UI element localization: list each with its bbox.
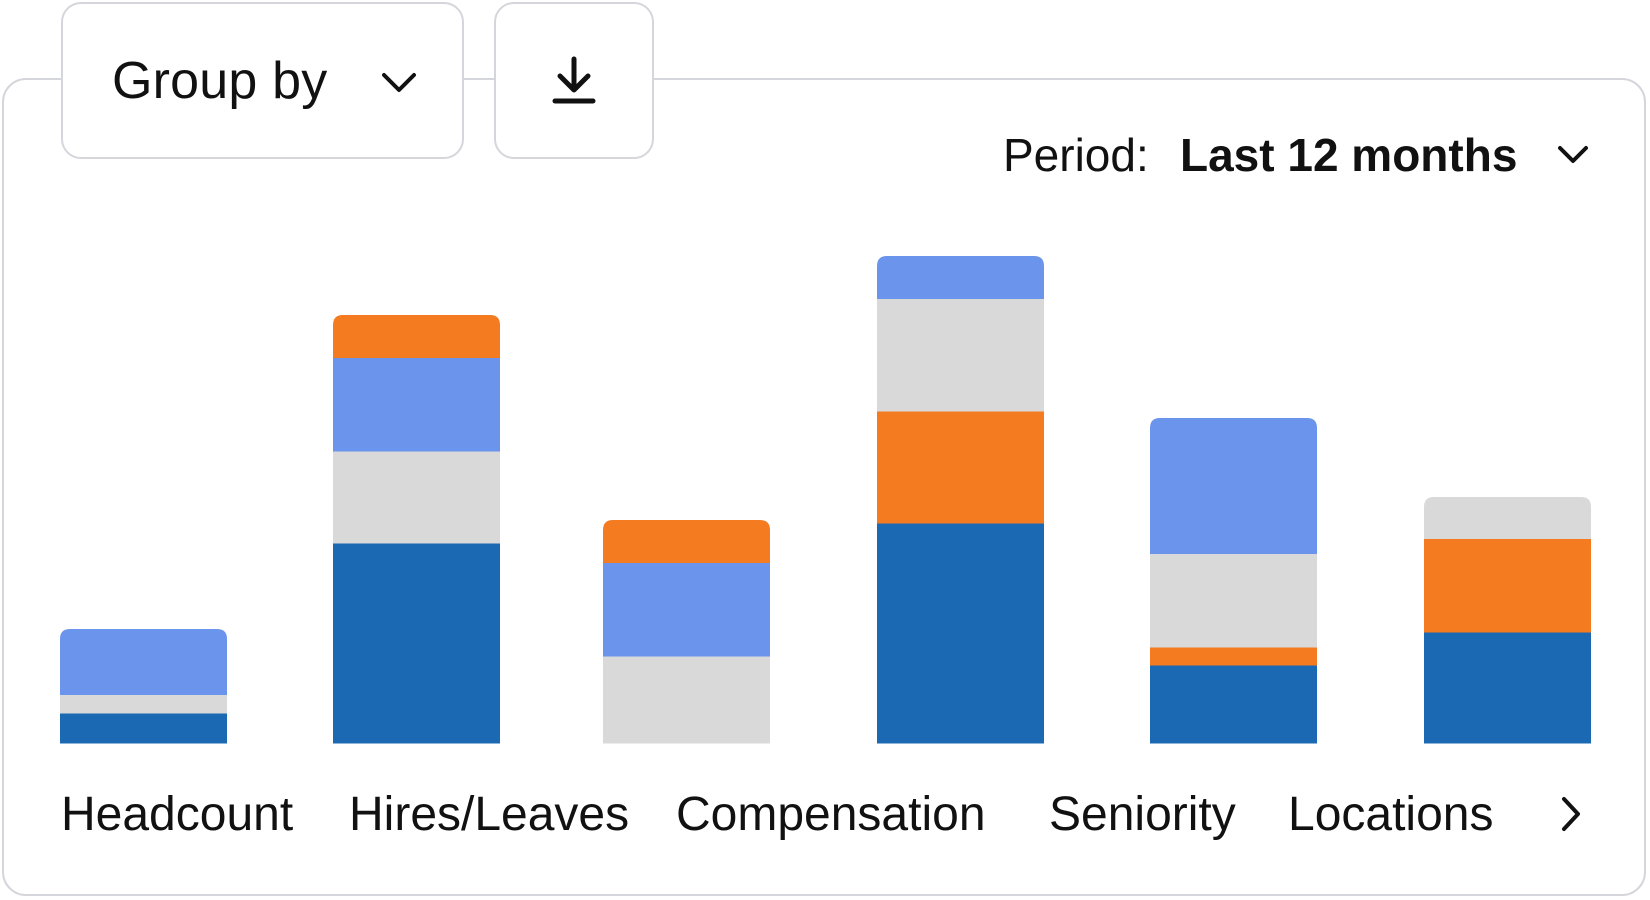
category-label-compensation[interactable]: Compensation	[676, 788, 986, 841]
bar-segment[interactable]	[1424, 497, 1591, 539]
bar-segment[interactable]	[1150, 554, 1317, 648]
group-by-button[interactable]: Group by	[61, 2, 464, 159]
category-label-seniority[interactable]: Seniority	[1049, 788, 1236, 841]
bar-segment[interactable]	[603, 656, 770, 744]
bar-segment[interactable]	[603, 563, 770, 657]
bar-segment[interactable]	[1150, 418, 1317, 554]
category-label-hires-leaves[interactable]: Hires/Leaves	[349, 788, 630, 841]
group-by-label: Group by	[112, 51, 328, 110]
bar-segment[interactable]	[60, 713, 227, 744]
bar-segment[interactable]	[333, 543, 500, 744]
bar-segment[interactable]	[603, 520, 770, 563]
bar-segment[interactable]	[60, 695, 227, 714]
bar-segment[interactable]	[1424, 539, 1591, 633]
bar-segment[interactable]	[60, 629, 227, 695]
bar-segment[interactable]	[877, 523, 1044, 744]
period-select[interactable]: Last 12 months	[1180, 129, 1518, 181]
category-label-headcount[interactable]: Headcount	[61, 788, 294, 841]
bar-segment[interactable]	[333, 358, 500, 452]
bar-segment[interactable]	[877, 411, 1044, 524]
bar-segment[interactable]	[1150, 665, 1317, 744]
download-icon	[552, 56, 596, 103]
bar-segment[interactable]	[877, 299, 1044, 412]
bar-segment[interactable]	[1150, 647, 1317, 666]
chevron-down-icon	[382, 73, 416, 92]
bar-segment[interactable]	[333, 315, 500, 358]
chevron-down-icon[interactable]	[1555, 142, 1591, 168]
chart-panel	[2, 78, 1646, 896]
bar-segment[interactable]	[877, 256, 1044, 299]
bar-segment[interactable]	[333, 451, 500, 544]
chevron-right-icon[interactable]	[1558, 794, 1584, 834]
download-button[interactable]	[494, 2, 654, 159]
bar-segment[interactable]	[1424, 632, 1591, 744]
category-label-locations[interactable]: Locations	[1288, 788, 1494, 841]
period-label: Period:	[1003, 129, 1149, 181]
